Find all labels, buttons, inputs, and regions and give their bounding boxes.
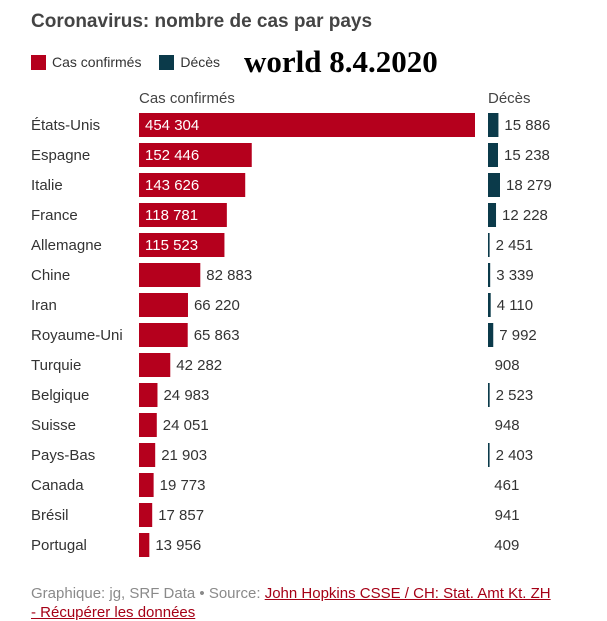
deaths-bar — [488, 203, 497, 227]
cases-value-label: 143 626 — [145, 177, 199, 194]
category-label: Portugal — [31, 537, 87, 554]
deaths-bar — [488, 113, 499, 137]
deaths-bar — [488, 233, 490, 257]
deaths-bar — [488, 173, 500, 197]
category-label: Espagne — [31, 147, 90, 164]
legend: Cas confirmés Décès — [31, 54, 234, 73]
cases-bar — [139, 263, 201, 287]
cases-bar — [139, 443, 156, 467]
cases-bar — [139, 143, 252, 167]
deaths-value-label: 941 — [495, 507, 520, 524]
deaths-value-label: 461 — [494, 477, 519, 494]
deaths-bar — [488, 293, 491, 317]
source-link[interactable]: John Hopkins CSSE / CH: Stat. Amt Kt. ZH — [264, 585, 551, 602]
category-label: Iran — [31, 297, 57, 314]
chart-title: Coronavirus: nombre de cas par pays — [31, 11, 373, 32]
cases-bar — [139, 473, 154, 497]
legend-item-deaths: Décès — [159, 54, 220, 70]
cases-value-label: 454 304 — [145, 117, 199, 134]
cases-value-label: 19 773 — [160, 477, 206, 494]
category-label: Belgique — [31, 387, 89, 404]
cases-value-label: 24 051 — [163, 417, 209, 434]
legend-swatch-deaths — [159, 54, 175, 70]
cases-value-label: 24 983 — [163, 387, 209, 404]
deaths-value-label: 12 228 — [502, 207, 548, 224]
deaths-value-label: 2 403 — [496, 447, 534, 464]
deaths-bar — [488, 443, 490, 467]
deaths-bar — [488, 263, 491, 287]
cases-bar — [139, 353, 171, 377]
cases-bar — [139, 293, 188, 317]
legend-swatch-cases — [31, 54, 46, 70]
category-label: Turquie — [31, 357, 81, 374]
cases-value-label: 65 863 — [194, 327, 240, 344]
legend-label-deaths: Décès — [180, 54, 221, 70]
column-header-deaths: Décès — [488, 90, 531, 107]
bar-chart: États-Unis 454 304 15 886 Espagne 152 446 15 … — [31, 113, 552, 557]
deaths-value-label: 3 339 — [496, 267, 534, 284]
footer-credits: Graphique: jg, SRF Data • Source: John H… — [31, 585, 551, 602]
deaths-value-label: 2 523 — [496, 387, 534, 404]
category-label: Pays-Bas — [31, 447, 95, 464]
deaths-value-label: 908 — [495, 357, 520, 374]
cases-bar — [139, 413, 157, 437]
cases-value-label: 118 781 — [145, 207, 198, 224]
cases-bar — [139, 533, 150, 557]
category-label: France — [31, 207, 78, 224]
cases-value-label: 152 446 — [145, 147, 199, 164]
legend-label-cases: Cas confirmés — [52, 54, 142, 70]
date-overlay-text: world 8.4.2020 — [244, 44, 438, 79]
deaths-value-label: 948 — [495, 417, 520, 434]
download-data-link[interactable]: - Récupérer les données — [31, 604, 196, 621]
deaths-value-label: 15 238 — [504, 147, 550, 164]
category-label: Royaume-Uni — [31, 327, 123, 344]
cases-bar — [139, 203, 227, 227]
cases-value-label: 66 220 — [194, 297, 240, 314]
deaths-value-label: 7 992 — [499, 327, 537, 344]
deaths-value-label: 15 886 — [504, 117, 550, 134]
category-label: Allemagne — [31, 237, 102, 254]
footer-prefix: Graphique: jg, SRF Data • Source: — [31, 585, 265, 602]
deaths-bar — [488, 323, 494, 347]
column-header-cases: Cas confirmés — [139, 90, 235, 107]
deaths-value-label: 18 279 — [506, 177, 552, 194]
cases-value-label: 42 282 — [176, 357, 222, 374]
cases-value-label: 13 956 — [155, 537, 201, 554]
cases-bar — [139, 323, 188, 347]
legend-item-cases: Cas confirmés — [31, 54, 141, 70]
cases-bar — [139, 383, 158, 407]
cases-bar — [139, 233, 225, 257]
category-label: Brésil — [31, 507, 69, 524]
cases-value-label: 21 903 — [161, 447, 207, 464]
cases-value-label: 17 857 — [158, 507, 204, 524]
deaths-value-label: 409 — [494, 537, 519, 554]
category-label: Chine — [31, 267, 70, 284]
cases-bar — [139, 173, 246, 197]
deaths-bar — [488, 383, 490, 407]
category-label: États-Unis — [31, 117, 100, 134]
deaths-value-label: 2 451 — [496, 237, 534, 254]
category-label: Suisse — [31, 417, 76, 434]
category-label: Italie — [31, 177, 63, 194]
cases-bar — [139, 113, 475, 137]
cases-value-label: 82 883 — [206, 267, 252, 284]
cases-bar — [139, 503, 153, 527]
cases-value-label: 115 523 — [145, 237, 198, 254]
category-label: Canada — [31, 477, 84, 494]
deaths-value-label: 4 110 — [497, 297, 533, 314]
deaths-bar — [488, 143, 499, 167]
